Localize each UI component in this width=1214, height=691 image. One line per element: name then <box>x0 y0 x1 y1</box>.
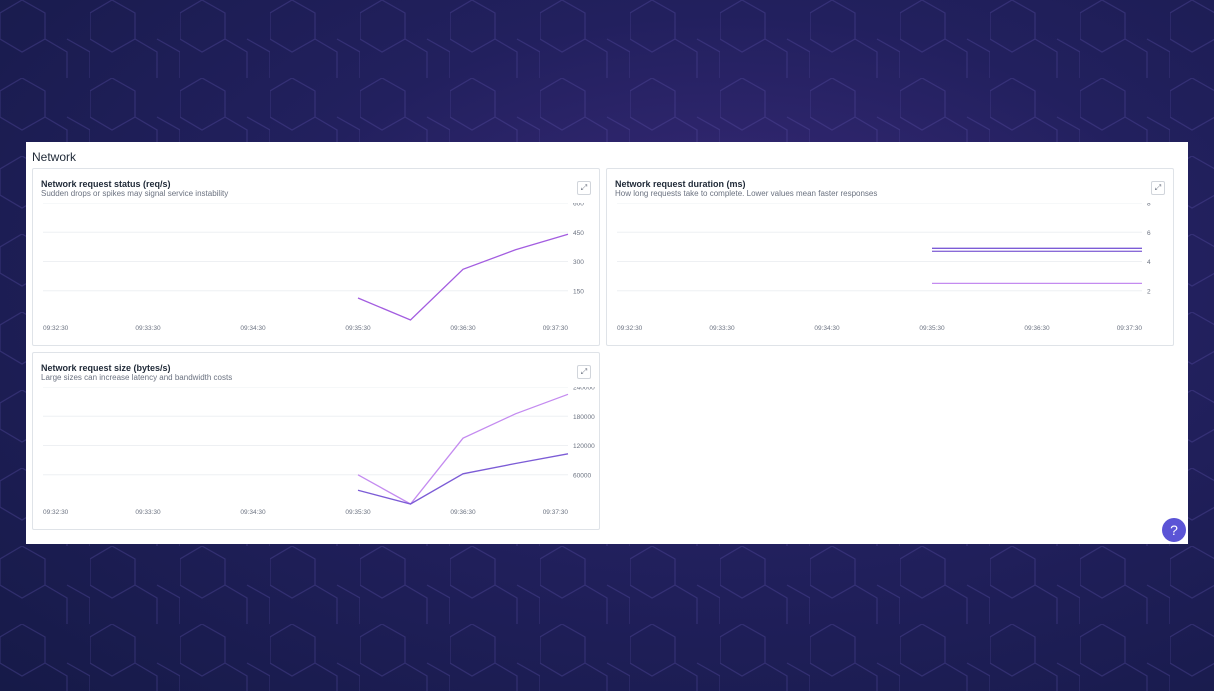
chart-card-status: Network request status (req/s) Sudden dr… <box>32 168 600 346</box>
chart-title: Network request size (bytes/s) <box>41 363 171 373</box>
y-tick-label: 450 <box>573 230 584 237</box>
chart-card-duration: Network request duration (ms) How long r… <box>606 168 1174 346</box>
y-tick-label: 240000 <box>573 387 595 392</box>
x-tick-label: 09:33:30 <box>709 325 735 332</box>
expand-icon[interactable]: ⤢ <box>1151 181 1165 195</box>
y-tick-label: 120000 <box>573 443 595 450</box>
x-tick-label: 09:32:30 <box>43 509 69 516</box>
x-tick-label: 09:37:30 <box>1117 325 1143 332</box>
y-tick-label: 180000 <box>573 414 595 421</box>
series-line <box>357 393 569 505</box>
x-tick-label: 09:37:30 <box>543 509 569 516</box>
x-tick-label: 09:32:30 <box>43 325 69 332</box>
chart-subtitle: Large sizes can increase latency and ban… <box>41 373 233 382</box>
series-line <box>357 233 569 321</box>
y-tick-label: 150 <box>573 288 584 295</box>
x-tick-label: 09:34:30 <box>240 509 266 516</box>
x-tick-label: 09:35:30 <box>919 325 945 332</box>
x-tick-label: 09:36:30 <box>450 325 476 332</box>
x-tick-label: 09:37:30 <box>543 325 569 332</box>
chart-duration: 8 6 4 2 09:32:30 09:33:30 09:34:30 09:35:30 09:3… <box>617 203 1151 332</box>
x-tick-label: 09:35:30 <box>345 509 371 516</box>
expand-icon[interactable]: ⤢ <box>577 181 591 195</box>
chart-title: Network request duration (ms) <box>615 179 746 189</box>
y-tick-label: 4 <box>1147 259 1151 266</box>
chart-subtitle: Sudden drops or spikes may signal servic… <box>41 189 229 198</box>
series-line <box>357 453 569 505</box>
x-tick-label: 09:32:30 <box>617 325 643 332</box>
y-tick-label: 8 <box>1147 203 1151 208</box>
y-tick-label: 60000 <box>573 472 591 479</box>
help-icon[interactable]: ? <box>1162 518 1186 542</box>
network-panel: Network Network request status (req/s) S… <box>26 142 1188 544</box>
y-tick-label: 600 <box>573 203 584 208</box>
y-tick-label: 6 <box>1147 230 1151 237</box>
x-tick-label: 09:34:30 <box>240 325 266 332</box>
chart-size: 240000 180000 120000 60000 09:32:30 09:33:30 0… <box>43 387 595 516</box>
x-tick-label: 09:36:30 <box>450 509 476 516</box>
y-tick-label: 300 <box>573 259 584 266</box>
expand-icon[interactable]: ⤢ <box>577 365 591 379</box>
x-tick-label: 09:33:30 <box>135 325 161 332</box>
chart-card-size: Network request size (bytes/s) Large siz… <box>32 352 600 530</box>
chart-status: 600 450 300 150 09:32:30 09:33:30 09:34:30 09:3… <box>43 203 584 332</box>
x-tick-label: 09:34:30 <box>814 325 840 332</box>
chart-subtitle: How long requests take to complete. Lowe… <box>615 189 878 198</box>
x-tick-label: 09:35:30 <box>345 325 371 332</box>
x-tick-label: 09:33:30 <box>135 509 161 516</box>
panel-title: Network <box>32 150 77 164</box>
y-tick-label: 2 <box>1147 288 1151 295</box>
x-tick-label: 09:36:30 <box>1024 325 1050 332</box>
chart-title: Network request status (req/s) <box>41 179 171 189</box>
